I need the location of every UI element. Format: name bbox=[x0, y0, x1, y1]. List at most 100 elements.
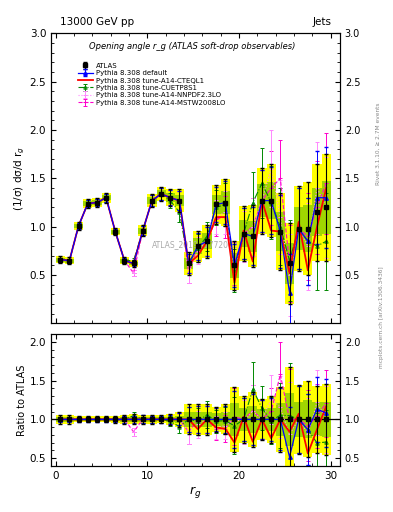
Bar bbox=[248, 406, 257, 433]
X-axis label: $r_g$: $r_g$ bbox=[189, 483, 202, 500]
Bar bbox=[184, 404, 193, 434]
Bar bbox=[285, 393, 294, 445]
Bar bbox=[321, 181, 331, 234]
Bar bbox=[285, 243, 294, 284]
Bar bbox=[56, 415, 65, 424]
Bar bbox=[156, 187, 166, 201]
Bar bbox=[303, 381, 312, 457]
Bar bbox=[156, 190, 166, 197]
Bar bbox=[120, 257, 129, 265]
Y-axis label: (1/σ) dσ/d r$_g$: (1/σ) dσ/d r$_g$ bbox=[13, 146, 27, 211]
Bar bbox=[221, 179, 230, 226]
Bar bbox=[312, 164, 321, 261]
Bar bbox=[248, 221, 257, 252]
Bar bbox=[321, 384, 331, 455]
Bar bbox=[138, 228, 147, 233]
Bar bbox=[294, 402, 303, 437]
Bar bbox=[147, 194, 156, 207]
Bar bbox=[129, 260, 138, 267]
Bar bbox=[166, 414, 175, 425]
Bar bbox=[129, 414, 138, 424]
Bar bbox=[303, 182, 312, 275]
Bar bbox=[239, 220, 248, 247]
Bar bbox=[248, 392, 257, 447]
Bar bbox=[147, 197, 156, 204]
Bar bbox=[74, 416, 83, 422]
Bar bbox=[202, 404, 211, 435]
Bar bbox=[184, 252, 193, 275]
Bar bbox=[83, 418, 92, 421]
Bar bbox=[101, 416, 111, 422]
Bar bbox=[175, 416, 184, 423]
Bar bbox=[65, 417, 74, 422]
Bar bbox=[156, 417, 166, 421]
Bar bbox=[312, 188, 321, 237]
Text: 13000 GeV pp: 13000 GeV pp bbox=[60, 17, 134, 28]
Legend: ATLAS, Pythia 8.308 default, Pythia 8.308 tune-A14-CTEQL1, Pythia 8.308 tune-CUE: ATLAS, Pythia 8.308 default, Pythia 8.30… bbox=[75, 60, 228, 109]
Bar bbox=[230, 387, 239, 452]
Bar bbox=[175, 412, 184, 426]
Bar bbox=[65, 259, 74, 263]
Bar bbox=[138, 415, 147, 424]
Bar bbox=[175, 195, 184, 206]
Bar bbox=[111, 416, 120, 422]
Bar bbox=[276, 212, 285, 251]
Bar bbox=[321, 154, 331, 261]
Bar bbox=[266, 182, 276, 219]
Bar bbox=[92, 198, 101, 207]
Bar bbox=[285, 367, 294, 472]
Bar bbox=[276, 193, 285, 270]
Bar bbox=[239, 206, 248, 261]
Bar bbox=[230, 403, 239, 436]
Bar bbox=[56, 417, 65, 422]
Bar bbox=[175, 189, 184, 212]
Bar bbox=[193, 230, 202, 262]
Bar bbox=[166, 417, 175, 422]
Bar bbox=[83, 201, 92, 206]
Bar bbox=[248, 205, 257, 267]
Bar bbox=[257, 168, 266, 233]
Bar bbox=[193, 404, 202, 435]
Bar bbox=[221, 412, 230, 427]
Bar bbox=[83, 416, 92, 422]
Bar bbox=[312, 402, 321, 436]
Text: Opening angle r_g (ATLAS soft-drop observables): Opening angle r_g (ATLAS soft-drop obser… bbox=[89, 42, 295, 51]
Bar bbox=[166, 189, 175, 206]
Bar bbox=[184, 412, 193, 427]
Bar bbox=[266, 396, 276, 442]
Bar bbox=[193, 239, 202, 254]
Bar bbox=[221, 404, 230, 434]
Bar bbox=[230, 241, 239, 290]
Bar bbox=[92, 416, 101, 422]
Bar bbox=[138, 417, 147, 422]
Bar bbox=[294, 207, 303, 250]
Bar bbox=[202, 225, 211, 258]
Bar bbox=[285, 223, 294, 304]
Bar bbox=[129, 417, 138, 422]
Bar bbox=[193, 412, 202, 427]
Bar bbox=[266, 164, 276, 238]
Bar bbox=[74, 224, 83, 228]
Bar bbox=[211, 407, 221, 432]
Bar bbox=[294, 385, 303, 454]
Bar bbox=[65, 415, 74, 424]
Bar bbox=[303, 400, 312, 438]
Bar bbox=[202, 412, 211, 427]
Bar bbox=[147, 417, 156, 421]
Bar bbox=[321, 401, 331, 437]
Bar bbox=[166, 194, 175, 202]
Bar bbox=[211, 195, 221, 214]
Text: Rivet 3.1.10, ≥ 2.7M events: Rivet 3.1.10, ≥ 2.7M events bbox=[376, 102, 380, 185]
Text: ATLAS_2019_I1772062: ATLAS_2019_I1772062 bbox=[152, 241, 239, 250]
Text: mcplots.cern.ch [arXiv:1306.3436]: mcplots.cern.ch [arXiv:1306.3436] bbox=[380, 267, 384, 368]
Bar bbox=[101, 193, 111, 203]
Bar bbox=[156, 415, 166, 423]
Bar bbox=[257, 399, 266, 440]
Bar bbox=[312, 386, 321, 453]
Bar bbox=[257, 409, 266, 430]
Bar bbox=[239, 408, 248, 431]
Bar bbox=[303, 205, 312, 252]
Bar bbox=[138, 225, 147, 237]
Bar bbox=[230, 253, 239, 278]
Bar bbox=[211, 185, 221, 224]
